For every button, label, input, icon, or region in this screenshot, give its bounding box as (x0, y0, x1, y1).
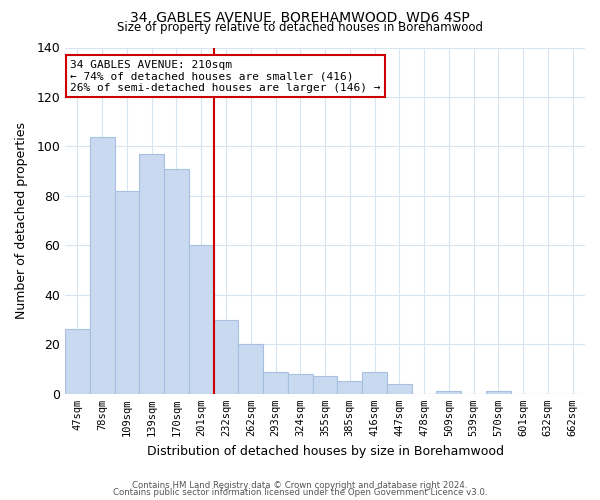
Text: Size of property relative to detached houses in Borehamwood: Size of property relative to detached ho… (117, 21, 483, 34)
Bar (115, 191, 139, 394)
Text: 34, GABLES AVENUE, BOREHAMWOOD, WD6 4SP: 34, GABLES AVENUE, BOREHAMWOOD, WD6 4SP (130, 11, 470, 25)
Bar (313, 376, 337, 394)
X-axis label: Distribution of detached houses by size in Borehamwood: Distribution of detached houses by size … (146, 444, 503, 458)
Bar (139, 154, 164, 394)
Bar (486, 392, 511, 394)
Bar (65, 330, 90, 394)
Bar (214, 320, 238, 394)
Bar (90, 136, 115, 394)
Bar (337, 382, 362, 394)
Bar (189, 246, 214, 394)
Bar (362, 372, 387, 394)
Bar (387, 384, 412, 394)
Text: 34 GABLES AVENUE: 210sqm
← 74% of detached houses are smaller (416)
26% of semi-: 34 GABLES AVENUE: 210sqm ← 74% of detach… (70, 60, 381, 93)
Bar (288, 374, 313, 394)
Y-axis label: Number of detached properties: Number of detached properties (15, 122, 28, 319)
Bar (238, 344, 263, 394)
Bar (263, 372, 288, 394)
Text: Contains HM Land Registry data © Crown copyright and database right 2024.: Contains HM Land Registry data © Crown c… (132, 481, 468, 490)
Text: Contains public sector information licensed under the Open Government Licence v3: Contains public sector information licen… (113, 488, 487, 497)
Bar (164, 168, 189, 394)
Bar (436, 392, 461, 394)
